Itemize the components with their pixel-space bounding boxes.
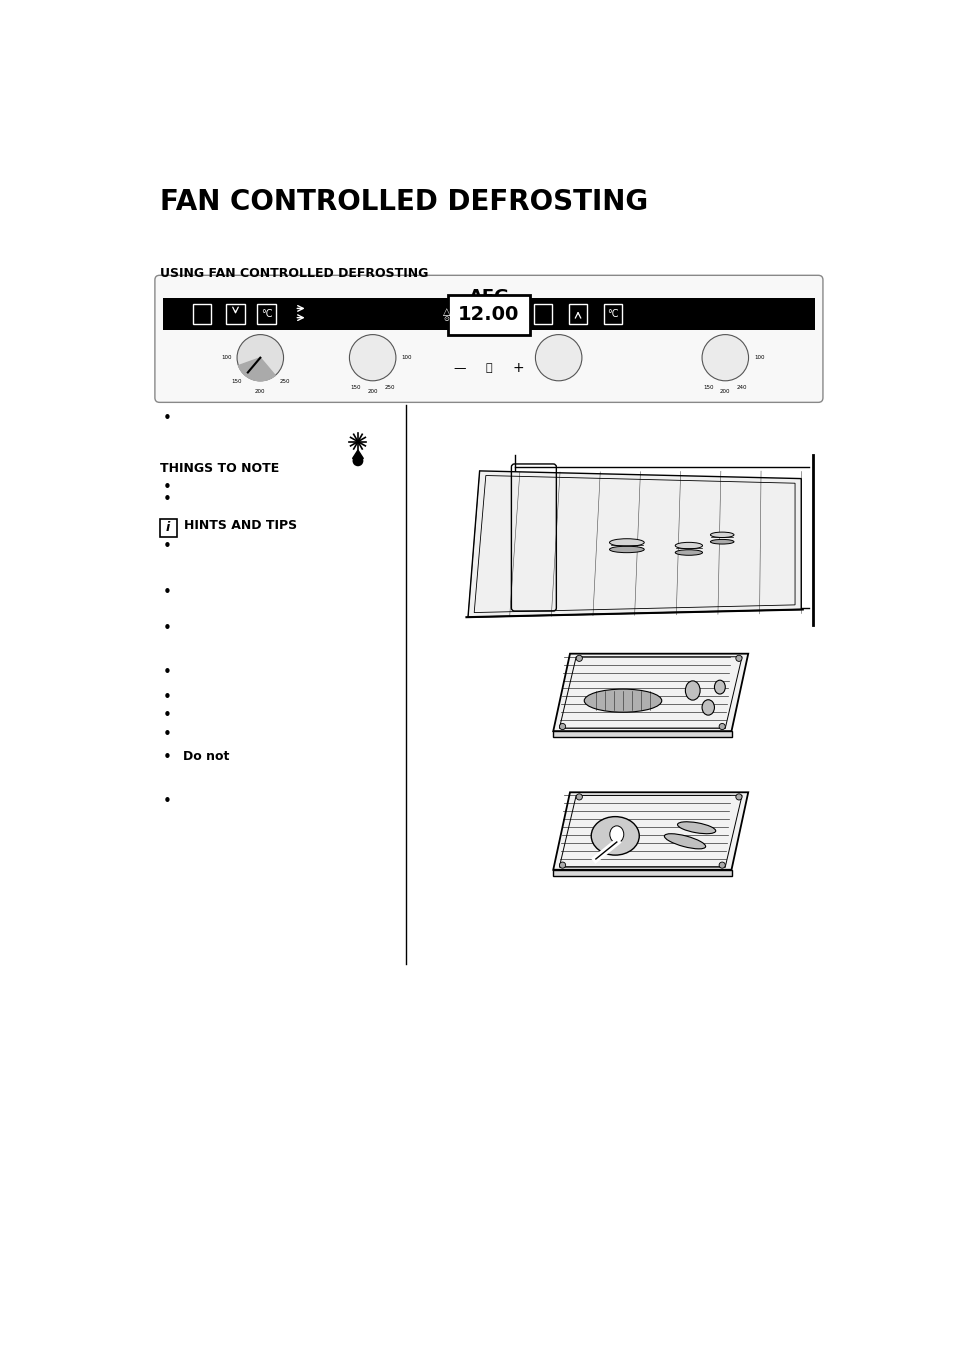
Text: USING FAN CONTROLLED DEFROSTING: USING FAN CONTROLLED DEFROSTING [159, 267, 428, 280]
Text: 240: 240 [737, 385, 747, 389]
Text: ≡: ≡ [237, 324, 244, 331]
Circle shape [535, 335, 581, 381]
Text: 100: 100 [401, 355, 412, 361]
Text: i: i [166, 521, 170, 535]
Text: 12.00: 12.00 [457, 305, 519, 324]
Circle shape [576, 794, 581, 800]
Text: 100: 100 [221, 355, 232, 361]
Text: °C: °C [606, 309, 618, 319]
Text: Do not: Do not [183, 750, 229, 763]
Circle shape [353, 455, 363, 466]
Text: •: • [163, 480, 172, 494]
Circle shape [719, 862, 724, 869]
Text: •: • [163, 690, 172, 705]
Text: 200: 200 [720, 389, 730, 394]
Polygon shape [468, 471, 801, 617]
Bar [568, 304, 587, 324]
Ellipse shape [609, 539, 643, 546]
Bar [226, 304, 245, 324]
Ellipse shape [701, 700, 714, 715]
Text: ® Electrolux: ® Electrolux [462, 304, 515, 313]
Polygon shape [553, 654, 747, 731]
Text: 100: 100 [754, 355, 764, 361]
Polygon shape [238, 358, 275, 381]
Text: +: + [512, 362, 523, 376]
Text: HINTS AND TIPS: HINTS AND TIPS [184, 519, 297, 532]
Circle shape [735, 655, 741, 662]
Bar [162, 297, 815, 330]
Ellipse shape [677, 821, 715, 834]
Bar [193, 304, 212, 324]
Text: °C: °C [260, 309, 272, 319]
Text: •: • [163, 411, 172, 426]
Text: •: • [163, 750, 172, 765]
Ellipse shape [710, 539, 733, 544]
Bar [603, 304, 621, 324]
Circle shape [236, 335, 283, 381]
Text: •: • [163, 539, 172, 554]
Circle shape [701, 335, 748, 381]
Ellipse shape [710, 532, 733, 538]
Text: •: • [163, 585, 172, 600]
Text: •: • [163, 708, 172, 723]
Text: 150: 150 [231, 380, 241, 384]
Text: ≡: ≡ [536, 324, 541, 331]
Text: AEG: AEG [468, 288, 509, 305]
Ellipse shape [663, 834, 705, 848]
Ellipse shape [591, 816, 639, 855]
Circle shape [576, 655, 581, 662]
Text: •: • [163, 493, 172, 508]
Ellipse shape [609, 546, 643, 553]
Ellipse shape [684, 681, 700, 700]
Circle shape [349, 335, 395, 381]
Text: FAN CONTROLLED DEFROSTING: FAN CONTROLLED DEFROSTING [159, 188, 647, 216]
Ellipse shape [675, 550, 701, 555]
Ellipse shape [583, 689, 661, 712]
Circle shape [558, 723, 565, 730]
Ellipse shape [675, 542, 701, 549]
Bar [159, 519, 176, 538]
Text: △: △ [442, 307, 450, 316]
Ellipse shape [714, 680, 724, 694]
Text: •: • [163, 665, 172, 680]
Text: —: — [453, 362, 465, 376]
Text: •: • [163, 794, 172, 809]
Ellipse shape [609, 825, 623, 843]
Circle shape [735, 794, 741, 800]
Text: 150: 150 [702, 385, 713, 389]
Circle shape [558, 862, 565, 869]
Polygon shape [553, 731, 731, 738]
Polygon shape [353, 450, 363, 458]
Circle shape [719, 723, 724, 730]
Bar [448, 295, 529, 335]
Text: THINGS TO NOTE: THINGS TO NOTE [159, 462, 278, 474]
Text: 250: 250 [279, 380, 290, 384]
Text: ⊙: ⊙ [443, 316, 449, 322]
Polygon shape [553, 792, 747, 870]
Text: ⏻: ⏻ [485, 363, 492, 373]
Text: 150: 150 [350, 385, 360, 389]
Text: •: • [163, 727, 172, 742]
Bar [257, 304, 275, 324]
FancyBboxPatch shape [154, 276, 822, 403]
Bar [534, 304, 552, 324]
Polygon shape [553, 870, 731, 875]
Text: 250: 250 [384, 385, 395, 389]
Text: 200: 200 [254, 389, 265, 394]
Text: •: • [163, 621, 172, 636]
Text: 200: 200 [367, 389, 377, 394]
